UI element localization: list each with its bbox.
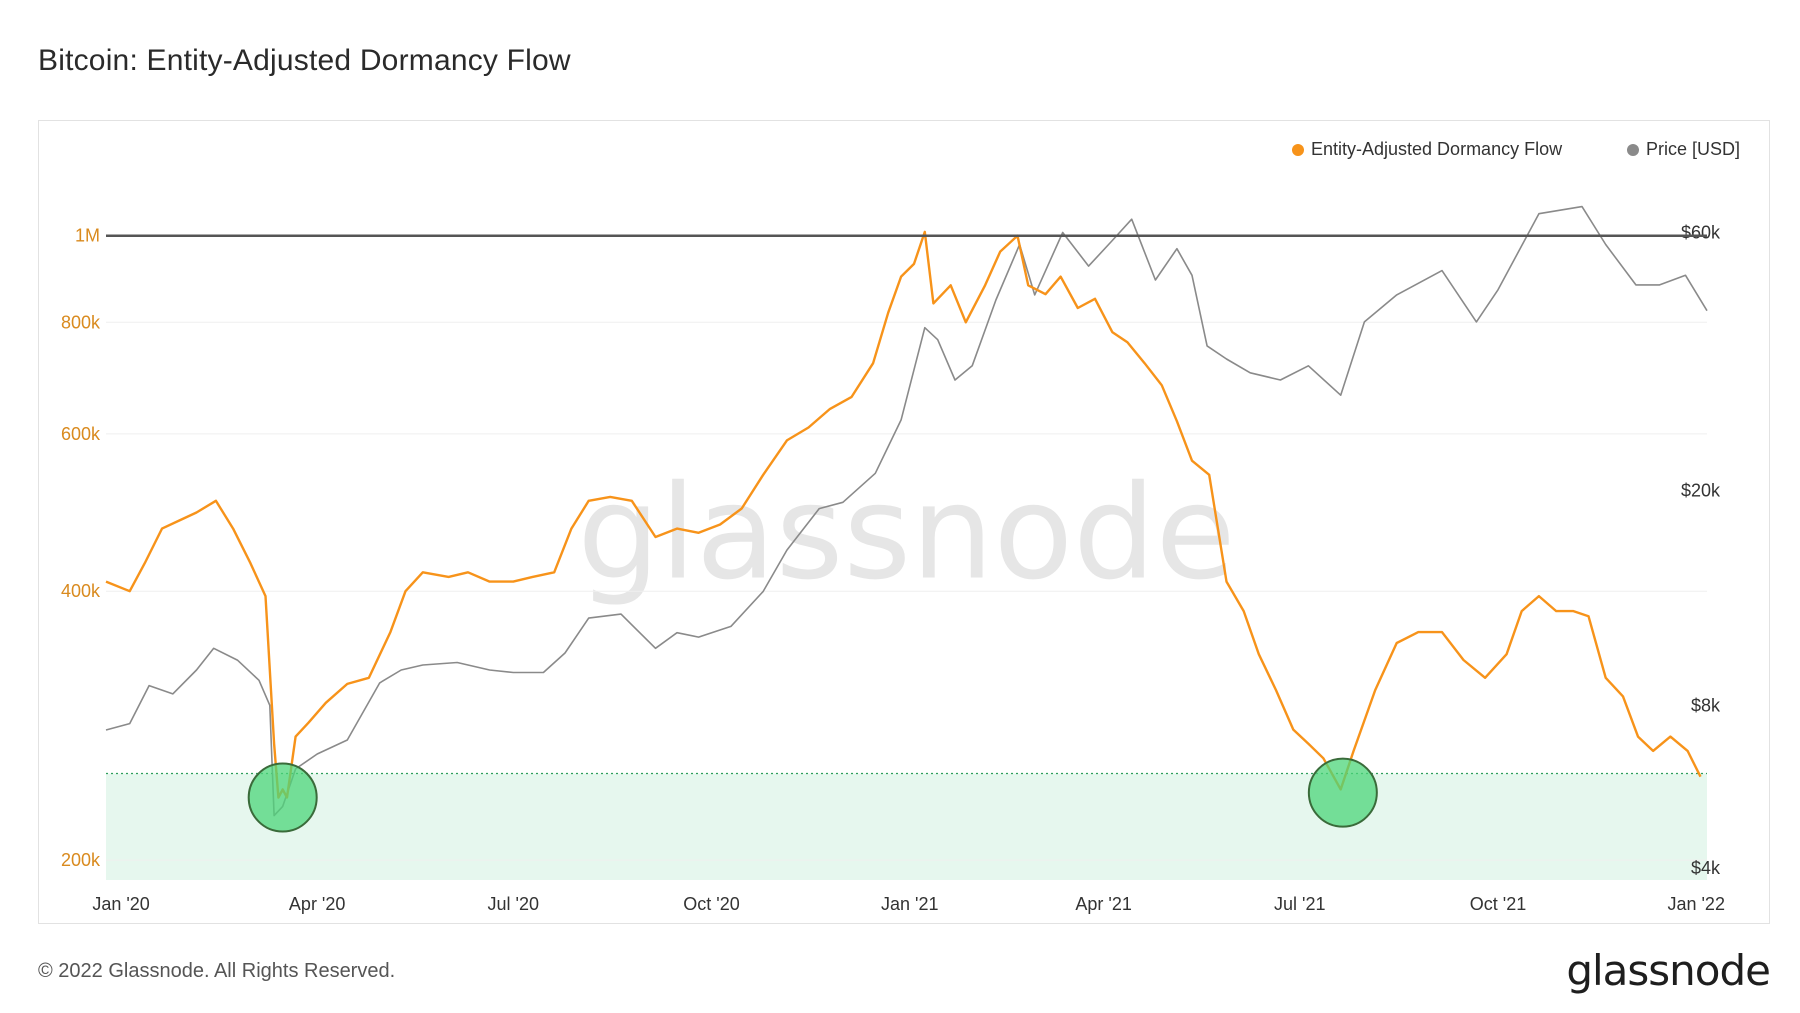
bottom-marker-circle xyxy=(247,762,318,833)
watermark-text: glassnode xyxy=(577,457,1235,609)
x-axis-tick-label: Oct '20 xyxy=(683,894,739,914)
left-axis-tick-label: 1M xyxy=(75,226,100,246)
buy-zone-area xyxy=(106,773,1707,880)
x-axis-tick-label: Jul '21 xyxy=(1274,894,1325,914)
legend-label-flow: Entity-Adjusted Dormancy Flow xyxy=(1311,139,1563,159)
x-axis-tick-label: Jan '21 xyxy=(881,894,938,914)
x-axis-tick-label: Apr '20 xyxy=(289,894,345,914)
x-axis-tick-label: Jul '20 xyxy=(488,894,539,914)
x-axis-tick-label: Oct '21 xyxy=(1470,894,1526,914)
copyright-text: © 2022 Glassnode. All Rights Reserved. xyxy=(38,960,396,982)
right-axis-tick-label: $20k xyxy=(1681,480,1721,500)
left-axis-tick-label: 600k xyxy=(61,424,101,444)
legend-item-price[interactable]: Price [USD] xyxy=(1627,139,1740,160)
x-axis-tick-label: Apr '21 xyxy=(1075,894,1131,914)
right-axis-tick-label: $60k xyxy=(1681,223,1721,243)
x-axis-tick-label: Jan '20 xyxy=(92,894,149,914)
page-title: Bitcoin: Entity-Adjusted Dormancy Flow xyxy=(38,44,571,77)
x-axis-tick-label: Jan '22 xyxy=(1667,894,1724,914)
series-line-dormancy-flow xyxy=(105,230,1702,799)
legend-label-price: Price [USD] xyxy=(1646,139,1741,159)
left-axis-tick-label: 800k xyxy=(61,312,101,332)
right-axis-tick-label: $4k xyxy=(1691,858,1721,878)
left-axis-tick-label: 200k xyxy=(61,850,101,870)
bottom-marker-circle xyxy=(1307,757,1378,828)
glassnode-logo[interactable]: glassnode xyxy=(1566,946,1771,995)
left-axis-tick-label: 400k xyxy=(61,581,101,601)
right-axis-tick-label: $8k xyxy=(1691,695,1721,715)
flow-legend-dot-icon xyxy=(1292,143,1304,156)
legend-item-flow[interactable]: Entity-Adjusted Dormancy Flow xyxy=(1292,139,1562,160)
price-legend-dot-icon xyxy=(1627,143,1639,156)
